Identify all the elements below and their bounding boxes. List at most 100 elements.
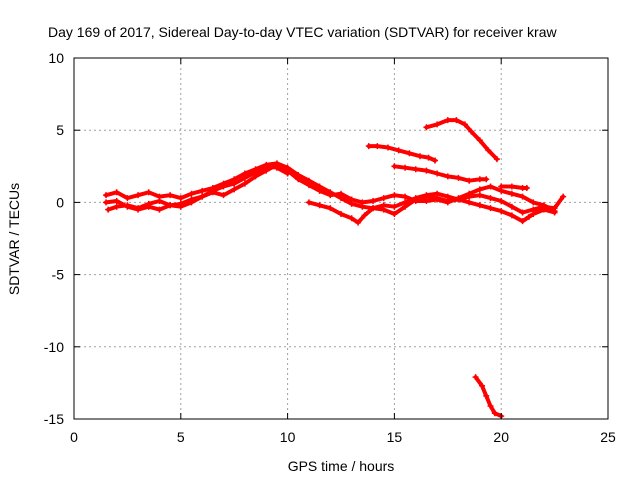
data-point: [391, 163, 398, 170]
data-point: [560, 193, 567, 200]
data-point: [188, 190, 195, 197]
data-point: [273, 164, 280, 171]
data-point: [199, 193, 206, 200]
data-point: [391, 192, 398, 199]
data-point: [145, 203, 152, 210]
data-point: [461, 121, 468, 128]
data-point: [444, 117, 451, 124]
data-point: [412, 166, 419, 173]
data-point: [370, 197, 377, 204]
data-point: [423, 197, 430, 204]
data-point: [466, 199, 473, 206]
data-point: [284, 170, 291, 177]
data-point: [241, 180, 248, 187]
data-point: [431, 157, 438, 164]
data-point: [220, 192, 227, 199]
data-point: [530, 199, 537, 206]
data-point: [519, 218, 526, 225]
x-tick-label: 5: [177, 429, 185, 445]
series-track-6: [391, 163, 490, 184]
series-line: [392, 164, 489, 183]
data-point: [316, 187, 323, 194]
data-point: [135, 206, 142, 213]
y-tick-label: -15: [44, 411, 64, 427]
x-axis-label: GPS time / hours: [288, 458, 395, 474]
axes: 0 5 10 15 20 25 -15 -10 -5 0 5 10: [44, 50, 616, 445]
data-point: [263, 163, 270, 170]
data-point: [338, 190, 344, 197]
data-point: [425, 154, 432, 161]
data-point: [374, 143, 381, 150]
data-point: [305, 182, 312, 189]
data-point: [508, 190, 515, 197]
data-point: [220, 183, 227, 190]
data-point: [498, 197, 505, 204]
data-point: [348, 215, 355, 222]
data-point: [487, 195, 494, 202]
data-point: [361, 212, 368, 219]
data-point: [252, 169, 259, 176]
y-tick-label: 10: [48, 50, 64, 66]
data-point: [508, 183, 515, 190]
data-point: [540, 206, 547, 213]
data-point: [167, 192, 174, 199]
data-point: [380, 202, 387, 209]
data-point: [402, 193, 409, 200]
data-point: [472, 374, 479, 381]
data-point: [468, 128, 475, 135]
data-point: [508, 212, 515, 219]
data-point: [434, 190, 441, 197]
series-track-4: [305, 190, 558, 226]
data-point: [551, 209, 558, 216]
data-point: [455, 196, 462, 203]
data-point: [525, 213, 532, 220]
data-point: [476, 176, 483, 183]
x-tick-label: 25: [600, 429, 616, 445]
data-point: [487, 403, 494, 410]
data-point: [402, 164, 409, 171]
data-point: [444, 173, 451, 180]
data-point: [498, 183, 505, 190]
data-point: [135, 192, 142, 199]
y-tick-label: -5: [52, 267, 65, 283]
data-point: [124, 195, 131, 202]
data-point: [423, 167, 430, 174]
data-point: [167, 202, 174, 209]
data-point: [402, 199, 409, 206]
data-point: [156, 197, 163, 204]
series-layer: [103, 117, 567, 420]
data-point: [478, 382, 485, 389]
data-point: [498, 208, 505, 215]
x-tick-label: 15: [387, 429, 403, 445]
data-point: [483, 176, 490, 183]
data-point: [485, 147, 492, 154]
data-point: [444, 193, 451, 200]
chart-title: Day 169 of 2017, Sidereal Day-to-day VTE…: [48, 24, 557, 40]
data-point: [113, 189, 120, 196]
data-point: [348, 196, 355, 203]
data-point: [370, 205, 377, 212]
x-tick-label: 10: [280, 429, 296, 445]
data-point: [453, 117, 460, 124]
y-axis-label: SDTVAR / TECUs: [6, 183, 22, 295]
data-point: [316, 202, 323, 209]
data-point: [103, 192, 110, 199]
data-point: [493, 156, 500, 163]
data-point: [338, 210, 344, 217]
data-point: [380, 195, 387, 202]
data-point: [105, 206, 112, 213]
plot-frame: [73, 57, 609, 420]
data-point: [177, 195, 184, 202]
data-point: [519, 209, 526, 216]
y-tick-label: 0: [56, 194, 64, 210]
series-track-3: [103, 163, 291, 213]
data-point: [327, 192, 334, 199]
data-point: [113, 203, 120, 210]
data-point: [487, 183, 494, 190]
data-point: [412, 195, 419, 202]
y-tick-label: 5: [56, 122, 64, 138]
data-point: [491, 410, 498, 417]
x-tick-label: 0: [70, 429, 78, 445]
data-point: [417, 153, 424, 160]
